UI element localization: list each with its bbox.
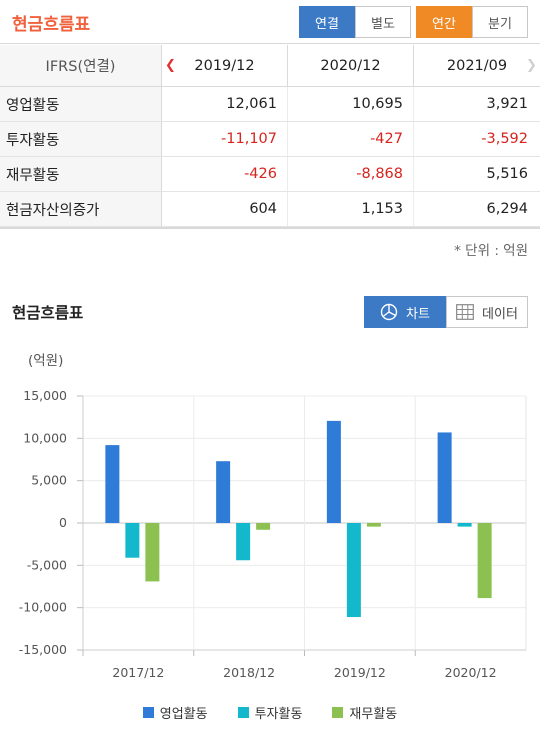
y-tick-label: -10,000 [19, 600, 67, 615]
bar-3 [366, 523, 381, 527]
table-cell: -11,107 [162, 122, 288, 156]
y-tick-label: 15,000 [23, 388, 67, 403]
view-toggle: 차트 데이터 [364, 296, 528, 328]
bar-3 [256, 523, 271, 530]
table-cell: -8,868 [288, 157, 414, 191]
cashflow-bar-chart: 15,000 10,000 5,000 0 -5,000 -10,000 -15,000 20… [19, 388, 527, 680]
legend-label: 영업활동 [159, 707, 208, 722]
table-column-header: 2019/12 [162, 45, 288, 86]
bar-2 [125, 523, 140, 558]
legend-swatch [332, 707, 344, 718]
table-cell: 5,516 [486, 166, 528, 182]
table-cell: -427 [288, 122, 414, 156]
tab-quarterly[interactable]: 분기 [472, 6, 528, 38]
consolidation-toggle: 연결 별도 [299, 6, 411, 38]
pie-chart-icon [380, 303, 398, 321]
table-cell: -426 [162, 157, 288, 191]
table-cell: 12,061 [162, 87, 288, 121]
chart-view-button[interactable]: 차트 [364, 296, 446, 328]
header-bar: 현금흐름표 연결 별도 연간 분기 [0, 0, 540, 44]
legend-item[interactable]: 재무활동 [332, 703, 397, 722]
legend-swatch [237, 707, 249, 718]
row-label: 투자활동 [0, 122, 162, 156]
chart-view-label: 차트 [406, 306, 430, 322]
bar-2 [346, 523, 361, 618]
y-tick-label: -15,000 [19, 642, 67, 657]
y-tick-label: -5,000 [27, 557, 67, 572]
x-tick-label: 2019/12 [334, 665, 386, 680]
table-column-header: 2020/12 [288, 45, 414, 86]
bar-1 [105, 445, 120, 523]
tab-separate[interactable]: 별도 [355, 6, 411, 38]
bar-1 [437, 432, 452, 523]
x-tick-label: 2020/12 [445, 665, 497, 680]
bar-2 [236, 523, 251, 561]
bar-1 [216, 461, 231, 523]
legend-item[interactable]: 영업활동 [142, 703, 208, 722]
y-axis-unit-label: (억원) [28, 353, 64, 369]
table-grid-icon [456, 304, 474, 320]
chevron-left-icon[interactable]: ❮ [165, 58, 176, 73]
bar-3 [145, 523, 160, 582]
y-tick-label: 5,000 [31, 473, 67, 488]
tab-annual[interactable]: 연간 [416, 6, 472, 38]
page-title: 현금흐름표 [12, 15, 91, 35]
x-tick-label: 2017/12 [112, 665, 164, 680]
table-cell: 1,153 [288, 192, 414, 226]
row-label: 현금자산의증가 [0, 192, 162, 226]
table-cell: -3,592 [481, 131, 528, 147]
table-row: 현금자산의증가 604 1,153 6,294 [0, 192, 540, 227]
legend-swatch [142, 707, 154, 718]
table-header-row: IFRS(연결) 2019/12 2020/12 2021/09 ❮ ❯ [0, 45, 540, 87]
bar-3 [477, 523, 492, 599]
bar-2 [457, 523, 472, 527]
legend-label: 투자활동 [254, 707, 303, 722]
table-header-label: IFRS(연결) [0, 45, 162, 86]
table-cell: 3,921 [486, 96, 528, 112]
table-column-header: 2021/09 [446, 57, 508, 74]
chevron-right-icon[interactable]: ❯ [526, 58, 537, 73]
y-tick-label: 10,000 [23, 430, 67, 445]
table-divider [0, 227, 540, 229]
tab-consolidated[interactable]: 연결 [299, 6, 355, 38]
table-row: 영업활동 12,061 10,695 3,921 [0, 87, 540, 122]
row-label: 영업활동 [0, 87, 162, 121]
table-row: 재무활동 -426 -8,868 5,516 [0, 157, 540, 192]
period-toggle: 연간 분기 [416, 6, 528, 38]
table-row: 투자활동 -11,107 -427 -3,592 [0, 122, 540, 157]
data-view-label: 데이터 [482, 306, 518, 322]
row-label: 재무활동 [0, 157, 162, 191]
x-tick-label: 2018/12 [223, 665, 275, 680]
table-cell: 604 [162, 192, 288, 226]
chart-legend: 영업활동 투자활동 재무활동 [0, 703, 540, 722]
y-tick-label: 0 [59, 515, 67, 530]
cashflow-table: IFRS(연결) 2019/12 2020/12 2021/09 ❮ ❯ 영업활… [0, 45, 540, 227]
legend-item[interactable]: 투자활동 [237, 703, 303, 722]
unit-note: * 단위 : 억원 [454, 243, 528, 259]
legend-label: 재무활동 [349, 707, 398, 722]
table-cell: 10,695 [288, 87, 414, 121]
data-view-button[interactable]: 데이터 [446, 296, 528, 328]
table-cell: 6,294 [486, 201, 528, 217]
bar-1 [326, 420, 341, 523]
chart-section-title: 현금흐름표 [12, 304, 84, 322]
